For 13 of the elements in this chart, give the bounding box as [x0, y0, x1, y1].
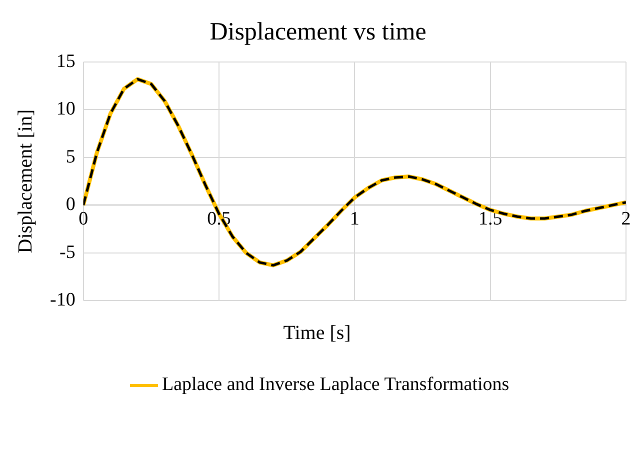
- y-axis-title: Displacement [in]: [14, 109, 36, 254]
- y-tick-label: -5: [60, 242, 76, 263]
- y-tick-label: 5: [66, 146, 76, 168]
- y-tick-label: 10: [56, 98, 76, 120]
- y-tick-label: 0: [66, 194, 76, 216]
- y-tick-label: -10: [50, 290, 76, 311]
- x-axis-title: Time [s]: [282, 322, 352, 345]
- legend-label: Laplace and Inverse Laplace Transformations: [162, 374, 510, 396]
- y-tick-label: 15: [56, 50, 76, 72]
- x-tick-label: 2: [621, 208, 631, 230]
- chart-title: Displacement vs time: [210, 18, 426, 46]
- x-tick-label: 1: [350, 208, 360, 230]
- x-tick-label: 0: [78, 208, 88, 230]
